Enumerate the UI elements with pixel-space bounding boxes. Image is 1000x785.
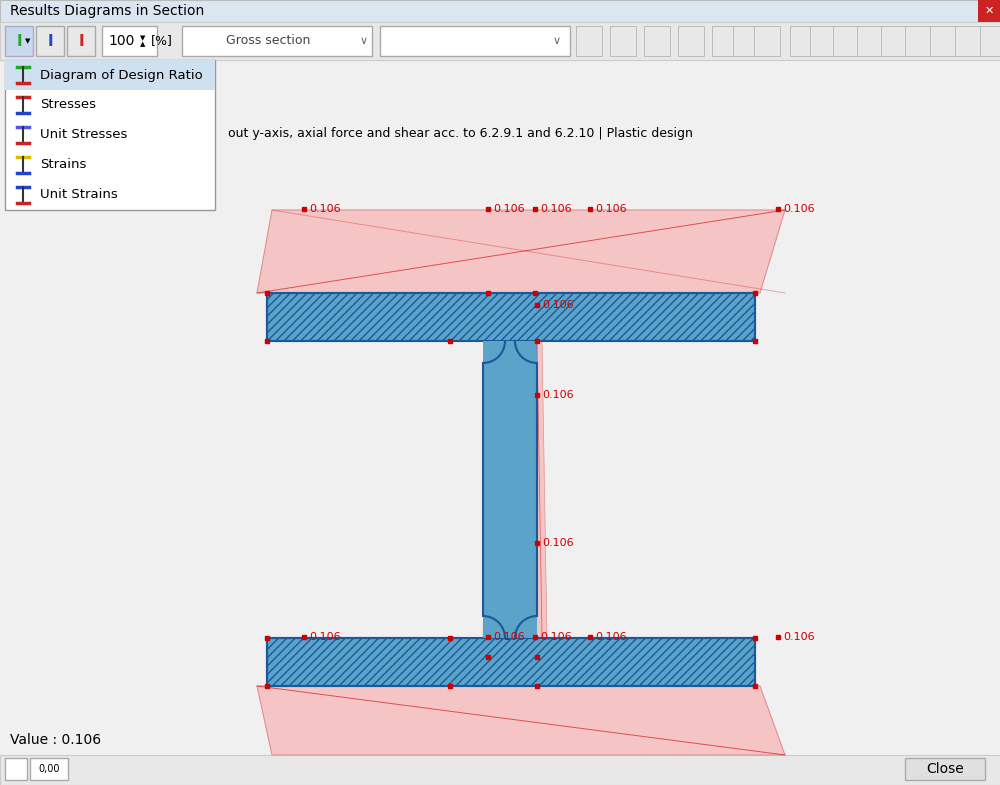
Bar [678,26,704,56]
Bar [980,26,1000,56]
Text: 0.106: 0.106 [309,632,341,642]
Text: Value : 0.106: Value : 0.106 [10,733,101,747]
Bar [833,26,859,56]
Bar [733,26,759,56]
Text: Stresses: Stresses [40,98,96,111]
Bar [5,60,215,210]
Text: 100: 100 [109,34,135,48]
Bar [930,26,956,56]
Text: 0.106: 0.106 [783,632,815,642]
Polygon shape [483,341,547,638]
Text: 0.106: 0.106 [595,204,627,214]
Bar [857,26,883,56]
Polygon shape [257,686,785,755]
Bar [483,341,537,638]
Wedge shape [515,616,537,638]
Bar [0,755,1000,785]
Text: ∨: ∨ [360,36,368,46]
Bar [955,26,981,56]
Bar [5,60,215,90]
Bar [810,26,836,56]
Bar [905,26,931,56]
Text: ∨: ∨ [553,36,561,46]
Text: ▼: ▼ [140,35,146,41]
Text: ✕: ✕ [984,6,994,16]
Text: 0.106: 0.106 [542,300,574,310]
Bar [881,26,907,56]
Bar [36,26,64,56]
Bar [712,26,738,56]
Text: 0.106: 0.106 [540,204,572,214]
Bar [0,0,1000,22]
Text: 0.106: 0.106 [542,538,574,548]
Bar [67,26,95,56]
Text: ▲: ▲ [140,41,146,47]
Text: 0.106: 0.106 [309,204,341,214]
Text: I: I [47,34,53,49]
Text: [%]: [%] [151,35,173,48]
Bar [576,26,602,56]
Bar [5,758,27,780]
Bar [380,26,570,56]
Bar [644,26,670,56]
Polygon shape [257,210,785,293]
Text: Unit Stresses: Unit Stresses [40,129,127,141]
Text: 0.106: 0.106 [542,390,574,400]
Bar [267,638,755,686]
Wedge shape [483,616,505,638]
Text: Strains: Strains [40,159,86,171]
Text: 0.106: 0.106 [783,204,815,214]
Bar [790,26,816,56]
Text: Diagram of Design Ratio: Diagram of Design Ratio [40,68,203,82]
Text: I: I [16,34,22,49]
Bar [267,293,755,341]
Bar [182,26,372,56]
Text: Close: Close [926,762,964,776]
Bar [0,22,1000,60]
Text: 0,00: 0,00 [38,764,60,774]
Text: out y-axis, axial force and shear acc. to 6.2.9.1 and 6.2.10 | Plastic design: out y-axis, axial force and shear acc. t… [228,126,693,140]
Text: ▼: ▼ [25,38,31,44]
Text: 0.106: 0.106 [595,632,627,642]
Text: 0.106: 0.106 [493,632,525,642]
Bar [978,0,1000,22]
Text: Gross section: Gross section [226,35,310,48]
Bar [5,26,33,56]
Text: Results Diagrams in Section: Results Diagrams in Section [10,4,204,18]
Bar [102,26,157,56]
Text: 0.106: 0.106 [493,204,525,214]
Text: 0.106: 0.106 [540,632,572,642]
Bar [30,758,68,780]
Bar [754,26,780,56]
Wedge shape [483,341,505,363]
Text: Unit Strains: Unit Strains [40,188,118,202]
Text: I: I [78,34,84,49]
Wedge shape [515,341,537,363]
Bar [610,26,636,56]
Bar [905,758,985,780]
